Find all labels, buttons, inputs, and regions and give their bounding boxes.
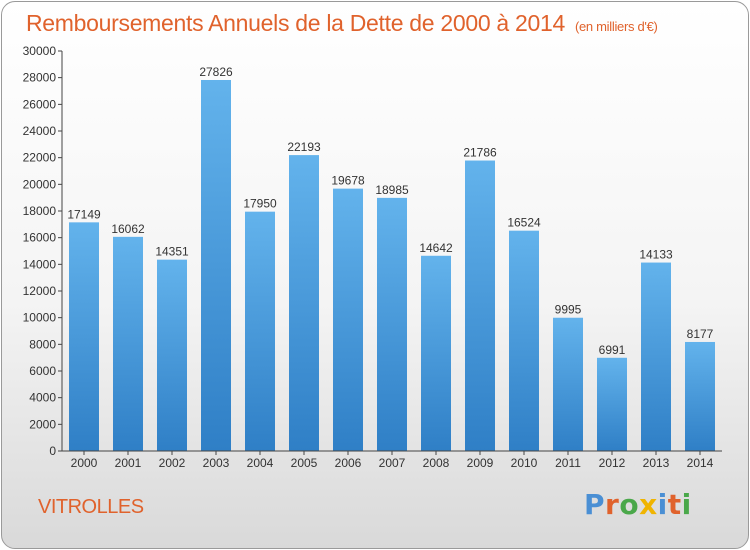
x-axis: 2000 2001 2002 2003 2004 2005 2006 2007 2008 2009…: [62, 450, 722, 470]
bar: [245, 211, 275, 451]
bar-value-label: 16062: [111, 222, 145, 236]
bar: [69, 222, 99, 451]
logo-letter: i: [681, 488, 692, 521]
x-tick-label: 2002: [159, 456, 186, 470]
bar-value-label: 14133: [639, 248, 673, 262]
bar: [509, 230, 539, 451]
y-tick-label: 30000: [23, 44, 57, 58]
bar-value-label: 18985: [375, 183, 409, 197]
logo-letter: x: [639, 488, 658, 521]
bar: [201, 79, 231, 451]
proxiti-logo[interactable]: Proxiti: [584, 488, 692, 521]
bar: [289, 155, 319, 452]
bar-value-label: 17149: [67, 207, 101, 221]
chart-title-text: Remboursements Annuels de la Dette de 20…: [26, 10, 565, 36]
bar-value-label: 17950: [243, 197, 277, 211]
y-tick-label: 16000: [23, 231, 57, 245]
y-tick-label: 14000: [23, 257, 57, 271]
city-name: VITROLLES: [38, 496, 144, 518]
x-tick-label: 2012: [599, 456, 626, 470]
y-tick-label: 18000: [23, 204, 57, 218]
bar: [465, 160, 495, 451]
y-tick-label: 24000: [23, 124, 57, 138]
bar: [157, 259, 187, 451]
y-tick-label: 2000: [29, 417, 56, 431]
y-tick-label: 22000: [23, 151, 57, 165]
x-tick-label: 2000: [71, 456, 98, 470]
x-tick-label: 2014: [687, 456, 714, 470]
unit-note: (en milliers d'€): [574, 19, 658, 34]
y-axis: 0 2000 4000 6000 8000 10000 12000 14000 16000 180…: [23, 44, 63, 458]
x-tick-label: 2003: [203, 456, 230, 470]
logo-letter: i: [657, 488, 668, 521]
bar-value-label: 21786: [463, 146, 497, 160]
y-tick-label: 0: [49, 444, 56, 458]
logo-letter: P: [584, 488, 606, 521]
bar-value-label: 6991: [599, 343, 626, 357]
x-tick-label: 2010: [511, 456, 538, 470]
bar: [641, 262, 671, 451]
x-tick-label: 2007: [379, 456, 406, 470]
y-tick-label: 4000: [29, 391, 56, 405]
y-tick-label: 10000: [23, 311, 57, 325]
bar-value-label: 9995: [555, 303, 582, 317]
x-tick-label: 2009: [467, 456, 494, 470]
bar: [113, 236, 143, 451]
y-tick-label: 20000: [23, 177, 57, 191]
x-tick-label: 2013: [643, 456, 670, 470]
bar-value-label: 14642: [419, 241, 453, 255]
bars-group: 17149 16062 14351 27826 17950 22193 19678 18985…: [67, 65, 715, 452]
x-tick-label: 2005: [291, 456, 318, 470]
bar: [333, 188, 363, 452]
x-tick-label: 2004: [247, 456, 274, 470]
logo-letter: r: [605, 488, 620, 521]
y-tick-label: 26000: [23, 97, 57, 111]
bar-value-label: 14351: [155, 245, 189, 259]
bar-value-label: 16524: [507, 216, 541, 230]
bar-value-label: 27826: [199, 65, 233, 79]
bar: [597, 357, 627, 451]
bar-value-label: 19678: [331, 174, 365, 188]
x-tick-label: 2006: [335, 456, 362, 470]
y-tick-label: 8000: [29, 337, 56, 351]
y-tick-label: 6000: [29, 364, 56, 378]
x-tick-label: 2001: [115, 456, 142, 470]
bar-value-label: 22193: [287, 140, 321, 154]
bar: [421, 255, 451, 451]
y-tick-label: 28000: [23, 71, 57, 85]
y-tick-label: 12000: [23, 284, 57, 298]
bar: [553, 317, 583, 451]
x-tick-label: 2011: [555, 456, 581, 470]
x-tick-label: 2008: [423, 456, 450, 470]
logo-letter: o: [619, 488, 640, 521]
bar-value-label: 8177: [687, 327, 714, 341]
chart-title: Remboursements Annuels de la Dette de 20…: [26, 10, 658, 37]
logo-letter: t: [667, 488, 682, 521]
bar: [377, 197, 407, 451]
bar: [685, 341, 715, 451]
